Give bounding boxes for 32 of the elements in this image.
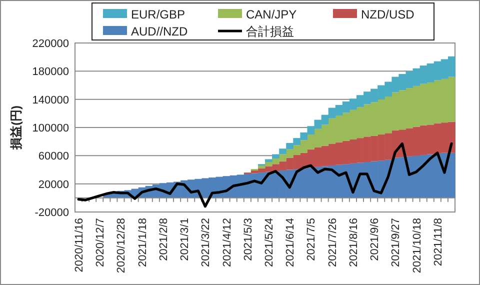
legend-label: AUD//NZD [131, 24, 188, 38]
x-tick-label: 2021/9/27 [390, 218, 402, 267]
x-tick-label: 2021/8/16 [348, 218, 360, 267]
y-tick-label: 20000 [38, 178, 69, 191]
y-tick-label: 100000 [32, 122, 69, 134]
x-tick-label: 2021/5/3 [242, 218, 254, 261]
y-tick-label: 220000 [32, 38, 69, 50]
x-tick-label: 2021/7/26 [326, 218, 339, 267]
x-tick-label: 2021/3/22 [200, 218, 212, 267]
y-tick-label: 140000 [32, 94, 69, 106]
x-tick-label: 2021/5/24 [264, 218, 276, 267]
x-tick-label: 2020/12/7 [94, 218, 107, 267]
x-tick-label: 2021/6/14 [284, 218, 297, 267]
y-tick-label: 180000 [32, 66, 69, 78]
x-tick-label: 2021/7/5 [306, 218, 318, 261]
y-tick-label: 60000 [38, 150, 69, 163]
x-tick-label: 2021/10/18 [411, 218, 424, 274]
legend-label: NZD/USD [361, 8, 415, 22]
line-series [77, 142, 453, 208]
x-tick-label: 2020/11/16 [74, 218, 86, 272]
x-tick-label: 2021/11/8 [432, 218, 444, 266]
x-tick-label: 2021/1/18 [136, 218, 149, 267]
legend-label: CAN/JPY [246, 8, 297, 22]
legend-label: EUR/GBP [131, 8, 186, 22]
x-tick-label: 2021/4/12 [221, 218, 234, 267]
legend-label: 合計損益 [246, 24, 294, 38]
y-axis-title: 損益(円) [9, 106, 23, 150]
x-tick-label: 2021/3/1 [179, 218, 192, 261]
x-tick-label: 2020/12/28 [116, 218, 128, 274]
x-tick-label: 2021/9/6 [369, 218, 382, 261]
y-tick-label: -20000 [34, 207, 69, 219]
x-tick-label: 2021/2/8 [158, 218, 170, 261]
